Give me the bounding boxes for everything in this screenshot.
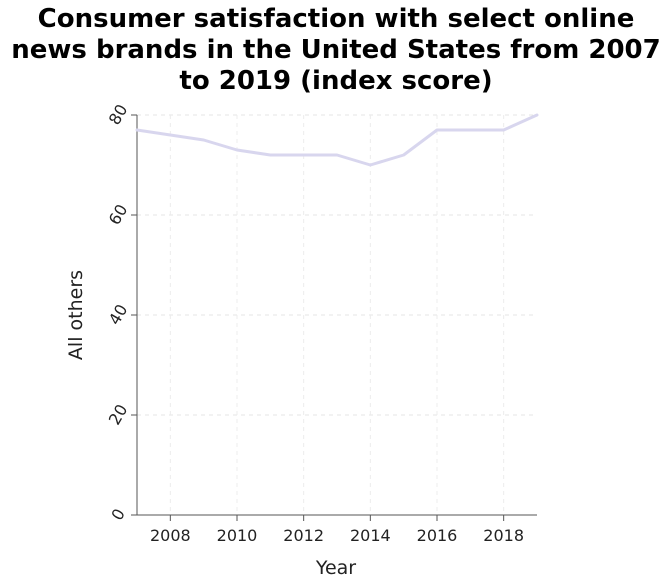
x-tick-labels: 2008 2010 2012 2014 2016 2018 [150, 526, 524, 545]
y-axis-title: All others [65, 270, 87, 360]
axes [131, 114, 537, 521]
series-layer [135, 113, 539, 167]
x-tick-label-2018: 2018 [483, 526, 524, 545]
y-tick-labels: 0 20 40 60 80 [105, 101, 132, 524]
chart-title-line-3: to 2019 (index score) [179, 66, 493, 96]
x-tick-label-2008: 2008 [150, 526, 191, 545]
x-tick-label-2012: 2012 [283, 526, 324, 545]
x-tick-label-2016: 2016 [417, 526, 458, 545]
x-tick-label-2014: 2014 [350, 526, 391, 545]
chart-title-line-1: Consumer satisfaction with select online [37, 4, 635, 34]
chart-title: Consumer satisfaction with select online… [0, 4, 672, 97]
y-tick-label-40: 40 [105, 301, 132, 328]
series-line-0 [135, 113, 539, 167]
y-tick-label-80: 80 [105, 101, 132, 128]
x-axis-title: Year [315, 557, 356, 579]
y-tick-label-20: 20 [105, 401, 132, 428]
chart-title-line-2: news brands in the United States from 20… [11, 35, 661, 65]
y-tick-label-60: 60 [105, 201, 132, 228]
y-tick-label-0: 0 [107, 505, 129, 523]
gridlines [137, 114, 537, 515]
x-tick-label-2010: 2010 [217, 526, 258, 545]
